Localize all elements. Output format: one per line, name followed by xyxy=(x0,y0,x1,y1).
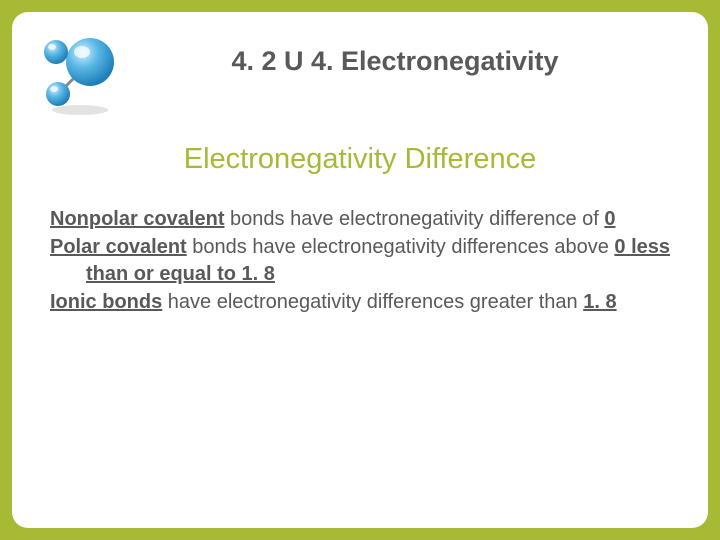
text-segment: bonds have electronegativity differences… xyxy=(187,236,615,258)
molecule-icon xyxy=(34,28,124,118)
paragraph-polar: Polar covalent bonds have electronegativ… xyxy=(50,234,670,287)
paragraph-ionic: Ionic bonds have electronegativity diffe… xyxy=(50,289,670,315)
value-zero: 0 xyxy=(604,208,615,230)
text-segment: bonds have electronegativity difference … xyxy=(224,208,604,230)
term-polar: Polar covalent xyxy=(50,236,187,258)
term-ionic: Ionic bonds xyxy=(50,291,162,313)
page-subtitle: Electronegativity Difference xyxy=(50,143,670,176)
paragraph-nonpolar: Nonpolar covalent bonds have electronega… xyxy=(50,206,670,232)
term-nonpolar: Nonpolar covalent xyxy=(50,208,224,230)
value-threshold: 1. 8 xyxy=(583,291,616,313)
slide-card: 4. 2 U 4. Electronegativity Electronegat… xyxy=(12,12,708,528)
body-content: Nonpolar covalent bonds have electronega… xyxy=(50,206,670,316)
text-segment: have electronegativity differences great… xyxy=(162,291,583,313)
page-title: 4. 2 U 4. Electronegativity xyxy=(120,46,670,77)
